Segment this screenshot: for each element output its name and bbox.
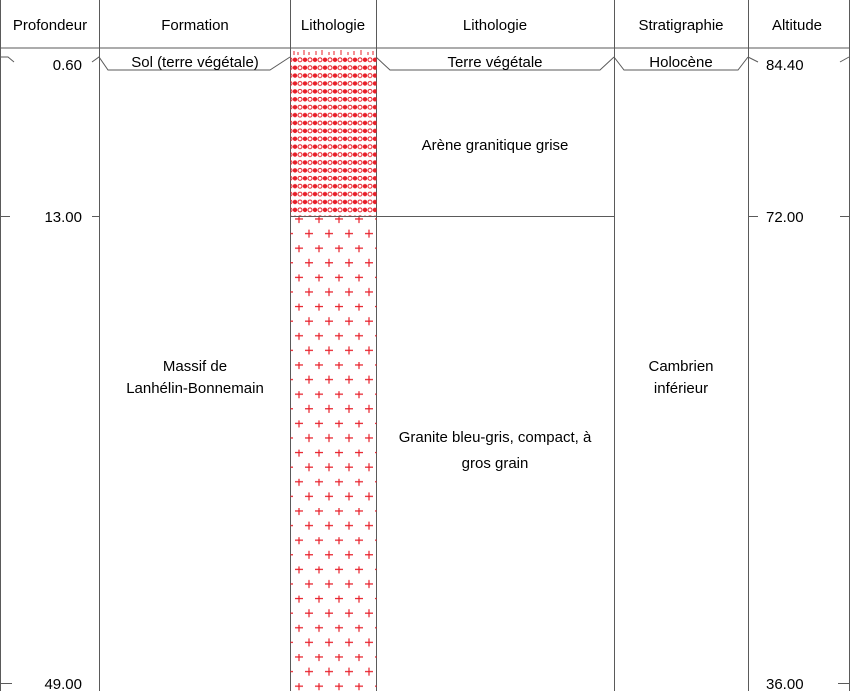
depth-tick-label: 13.00 <box>44 209 82 226</box>
altitude-tick-label: 84.40 <box>766 57 804 74</box>
depth-tick-label: 0.60 <box>53 57 82 74</box>
altitude-tick-label: 36.00 <box>766 676 804 691</box>
altitude-tick-label: 72.00 <box>766 209 804 226</box>
arene-pattern-hollow <box>290 56 377 216</box>
header-depth: Profondeur <box>13 17 87 34</box>
depth-tick-label: 49.00 <box>44 676 82 691</box>
formation-massif: Massif de Lanhélin-Bonnemain <box>126 358 264 397</box>
depth-axis: 0.60 13.00 49.00 <box>44 57 82 691</box>
soil-boundary-lines <box>0 56 850 71</box>
soil-pattern <box>293 50 374 55</box>
header-altitude: Altitude <box>772 17 822 34</box>
stratigraphy-label-line2: inférieur <box>654 380 708 397</box>
soil-description-label: Terre végétale <box>447 54 542 71</box>
header-row: Profondeur Formation Lithologie Litholog… <box>0 17 850 49</box>
formation-label-line2: Lanhélin-Bonnemain <box>126 380 264 397</box>
layer-granite: Granite bleu-gris, compact, à gros grain <box>290 217 592 691</box>
granite-pattern <box>290 217 377 691</box>
layer-soil: Sol (terre végétale) Terre végétale Holo… <box>0 50 850 71</box>
layer-arene: Arène granitique grise <box>290 56 569 216</box>
formation-label-line1: Massif de <box>163 358 227 375</box>
stratigraphy-cambrien: Cambrien inférieur <box>648 358 713 397</box>
header-lithology-column: Lithologie <box>301 17 365 34</box>
header-stratigraphy: Stratigraphie <box>638 17 723 34</box>
soil-formation-label: Sol (terre végétale) <box>131 54 259 71</box>
arene-description-label: Arène granitique grise <box>422 137 569 154</box>
altitude-axis: 84.40 72.00 36.00 <box>766 57 804 691</box>
soil-stratigraphy-label: Holocène <box>649 54 712 71</box>
header-formation: Formation <box>161 17 229 34</box>
stratigraphy-label-line1: Cambrien <box>648 358 713 375</box>
granite-description-line2: gros grain <box>462 455 529 472</box>
granite-description-line1: Granite bleu-gris, compact, à <box>399 429 592 446</box>
header-lithology-description: Lithologie <box>463 17 527 34</box>
